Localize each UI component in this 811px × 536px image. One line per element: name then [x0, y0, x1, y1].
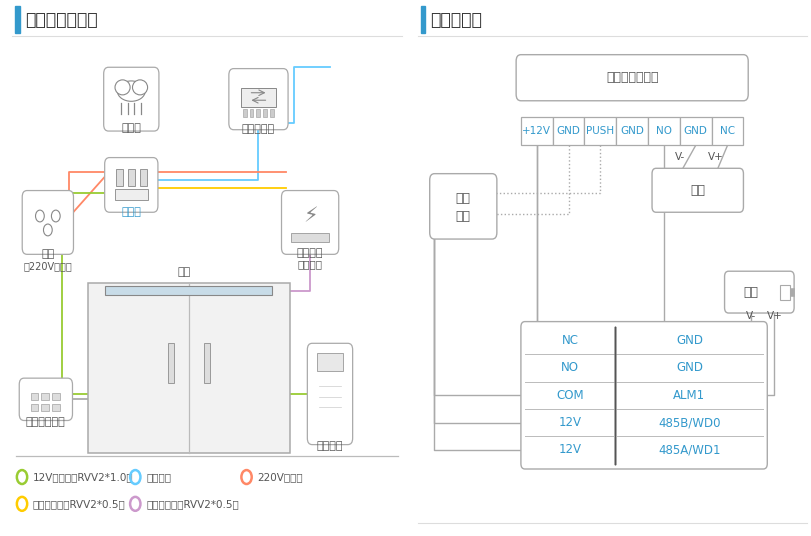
Bar [41, 393, 49, 400]
FancyBboxPatch shape [104, 67, 159, 131]
FancyBboxPatch shape [19, 378, 72, 420]
Bar [421, 6, 425, 33]
Bar [791, 288, 794, 296]
Text: NO: NO [656, 126, 672, 136]
Text: 内部出门开关: 内部出门开关 [26, 417, 66, 427]
FancyBboxPatch shape [521, 322, 767, 469]
Bar [256, 109, 260, 117]
Bar [52, 393, 60, 400]
Bar [105, 286, 272, 295]
Text: （专用）: （专用） [298, 259, 323, 269]
Text: 485B/WD0: 485B/WD0 [659, 416, 721, 429]
Text: COM: COM [556, 389, 584, 402]
Ellipse shape [132, 80, 148, 95]
Bar [648, 117, 680, 145]
Bar [52, 404, 60, 411]
FancyBboxPatch shape [430, 174, 497, 239]
Text: ALM1: ALM1 [673, 389, 706, 402]
Text: 开门信号线（RVV2*0.5）: 开门信号线（RVV2*0.5） [146, 499, 238, 509]
Text: （220V强电）: （220V强电） [24, 262, 72, 272]
Bar [41, 404, 49, 411]
Text: 门锁: 门锁 [177, 267, 191, 277]
Bar [242, 109, 247, 117]
Text: GND: GND [676, 361, 703, 375]
Text: 按鈕: 按鈕 [456, 210, 470, 222]
Text: GND: GND [676, 334, 703, 347]
Text: 门禁系统示意图: 门禁系统示意图 [25, 11, 97, 29]
Circle shape [36, 210, 45, 222]
Bar [204, 343, 209, 383]
Text: PUSH: PUSH [586, 126, 615, 136]
Bar [250, 109, 254, 117]
Bar [31, 404, 38, 411]
Text: GND: GND [684, 126, 708, 136]
Bar [780, 285, 791, 300]
Text: ⚡: ⚡ [303, 206, 317, 226]
FancyBboxPatch shape [724, 271, 794, 313]
FancyBboxPatch shape [105, 158, 158, 212]
Text: 云平台: 云平台 [122, 123, 141, 133]
Text: 通用门禁控制器: 通用门禁控制器 [606, 71, 659, 84]
Text: GND: GND [620, 126, 644, 136]
Bar [114, 189, 148, 200]
Text: +12V: +12V [522, 126, 551, 136]
Text: 12V: 12V [559, 443, 581, 457]
Bar [291, 233, 329, 242]
FancyBboxPatch shape [281, 191, 339, 255]
Bar [270, 109, 274, 117]
Bar [317, 353, 343, 371]
Text: V-: V- [675, 152, 685, 162]
FancyBboxPatch shape [229, 69, 288, 130]
Text: 485A/WD1: 485A/WD1 [659, 443, 721, 457]
Bar [139, 169, 147, 186]
Bar [680, 117, 712, 145]
Text: 开门控制线（RVV2*0.5）: 开门控制线（RVV2*0.5） [32, 499, 126, 509]
FancyBboxPatch shape [652, 168, 744, 212]
Text: 电源: 电源 [743, 286, 758, 299]
Bar [521, 117, 553, 145]
Bar [241, 88, 277, 107]
Bar [553, 117, 585, 145]
Text: 接线示意图: 接线示意图 [431, 11, 483, 29]
Bar [585, 117, 616, 145]
Circle shape [51, 210, 60, 222]
Text: 网络交换机: 网络交换机 [242, 124, 275, 135]
Bar [168, 343, 174, 383]
Ellipse shape [118, 81, 145, 101]
Text: 出门: 出门 [456, 192, 470, 205]
Text: 魔点门禁: 魔点门禁 [317, 441, 343, 451]
Text: 12V电源线（RVV2*1.0）: 12V电源线（RVV2*1.0） [32, 472, 133, 482]
Bar [15, 6, 19, 33]
FancyBboxPatch shape [22, 191, 74, 255]
Bar [616, 117, 648, 145]
Text: V+: V+ [708, 152, 723, 162]
Text: 12V: 12V [559, 416, 581, 429]
Text: V-: V- [745, 311, 756, 321]
Bar [116, 169, 123, 186]
FancyBboxPatch shape [516, 55, 749, 101]
FancyBboxPatch shape [307, 344, 353, 445]
Text: NC: NC [562, 334, 579, 347]
Text: NO: NO [561, 361, 579, 375]
Text: 适配器: 适配器 [122, 207, 141, 217]
Text: 插座: 插座 [41, 249, 54, 259]
Text: 220V电源线: 220V电源线 [257, 472, 303, 482]
Bar [88, 283, 290, 453]
Bar [127, 169, 135, 186]
Text: NC: NC [720, 126, 735, 136]
Text: 门锁: 门锁 [690, 184, 706, 197]
Text: V+: V+ [766, 311, 783, 321]
Text: 门禁电源: 门禁电源 [297, 248, 324, 258]
Bar [31, 393, 38, 400]
Text: 超五类线: 超五类线 [146, 472, 171, 482]
Circle shape [44, 224, 52, 236]
Ellipse shape [115, 80, 130, 95]
Text: GND: GND [556, 126, 581, 136]
Bar [712, 117, 744, 145]
Bar [264, 109, 268, 117]
